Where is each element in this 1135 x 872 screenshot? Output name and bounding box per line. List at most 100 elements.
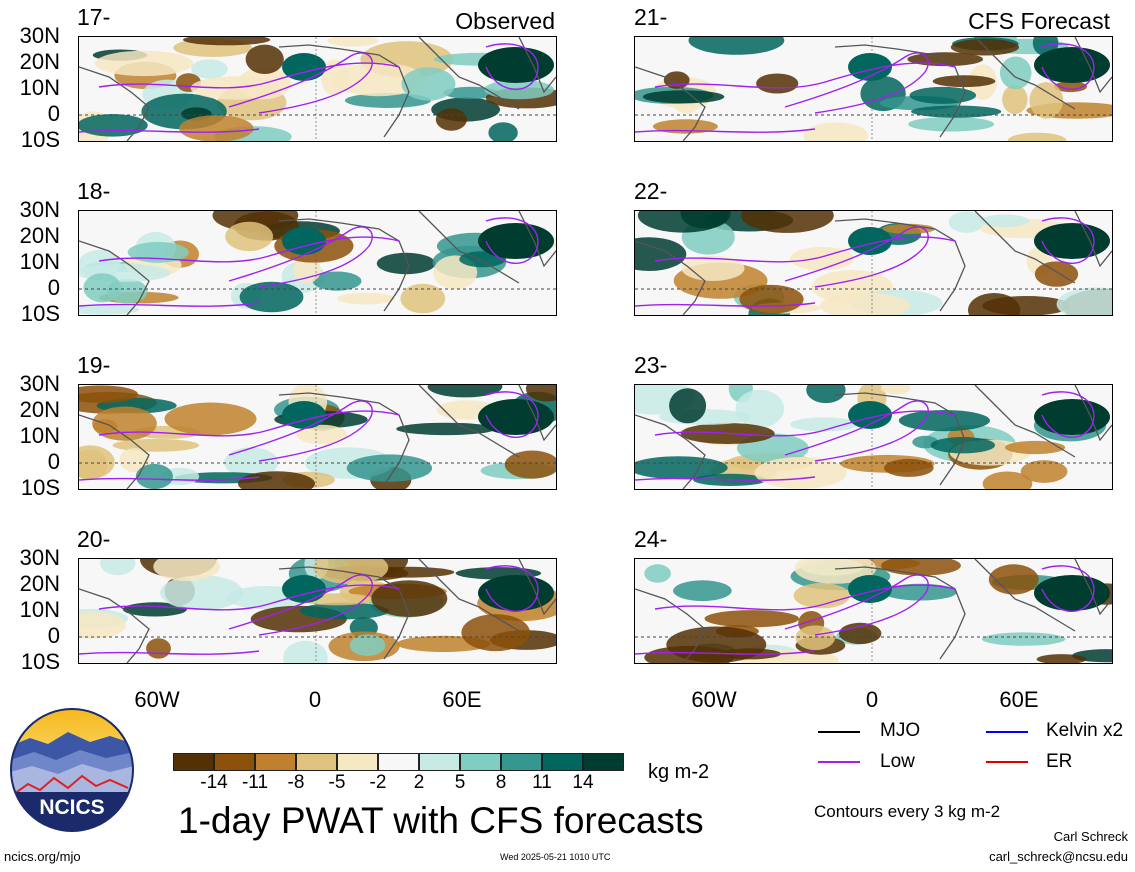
anomaly-blob [793, 582, 850, 609]
india-coastline [1074, 37, 1112, 94]
anomaly-blob [349, 634, 386, 656]
legend-swatch-mjo [818, 731, 860, 733]
low-contour [98, 236, 400, 263]
anomaly-blob [909, 86, 977, 104]
low-contour [228, 226, 373, 288]
anomaly-blob [83, 273, 122, 303]
india-coastline [1074, 559, 1112, 616]
low-contour [79, 650, 260, 655]
anomaly-blob [224, 447, 279, 478]
india-coastline [1074, 211, 1112, 268]
moist-anomaly [282, 53, 326, 81]
anomaly-blob [401, 67, 456, 101]
lat-label: 0 [47, 101, 60, 126]
anomaly-blob [238, 471, 315, 489]
anomaly-blob [461, 614, 530, 652]
anomaly-blob [100, 559, 136, 576]
india-coastline [1074, 385, 1112, 442]
low-contour [98, 584, 400, 611]
anomaly-blob [245, 44, 284, 74]
anomaly-blob [803, 122, 869, 141]
lon-label-right-60e: 60E [999, 687, 1039, 712]
forecast-map [634, 36, 1113, 142]
moist-anomaly [478, 47, 554, 83]
anomaly-blob [1054, 81, 1087, 93]
africa-coastline [834, 392, 966, 486]
anomaly-blob [907, 52, 983, 67]
anomaly-blob [146, 638, 171, 659]
anomaly-blob [327, 37, 379, 47]
anomaly-blob [988, 564, 1039, 595]
observed-map [78, 210, 557, 316]
column-label-observed: Observed [455, 8, 555, 34]
anomaly-blob [296, 424, 348, 445]
moist-anomaly [848, 401, 892, 429]
anomaly-blob [999, 56, 1032, 90]
anomaly-blob [79, 304, 140, 315]
anomaly-blob [283, 640, 328, 663]
footer-author: Carl Schreck [1053, 829, 1128, 844]
anomaly-blob [337, 292, 395, 305]
india-coastline [518, 37, 556, 94]
colorbar-swatch [460, 753, 501, 771]
lat-label: 30N [19, 545, 60, 570]
anomaly-blob [666, 626, 767, 663]
americas-coastline [635, 240, 706, 315]
colorbar-tick: 2 [413, 772, 425, 793]
footer-email[interactable]: carl_schreck@ncsu.edu [989, 849, 1128, 864]
colorbar-swatch [214, 753, 255, 771]
colorbar-tick: 8 [495, 772, 507, 793]
footer-url[interactable]: ncics.org/mjo [4, 849, 81, 864]
lat-label: 10N [19, 597, 60, 622]
anomaly-blob [135, 463, 173, 489]
legend-swatch-low [818, 761, 860, 763]
anomaly-blob [644, 564, 671, 583]
lat-label: 30N [19, 371, 60, 396]
anomaly-blob [1036, 654, 1087, 663]
low-contour [485, 391, 539, 438]
ncics-logo[interactable]: NCICS [10, 708, 134, 832]
low-contour [79, 302, 260, 307]
legend-label-kelvin: Kelvin x2 [1046, 720, 1124, 741]
anomaly-blob [741, 211, 834, 233]
legend-label-er: ER [1046, 751, 1073, 772]
lat-label: 10S [20, 649, 60, 674]
footer-timestamp: Wed 2025-05-21 1010 UTC [500, 852, 611, 862]
legend-label-low: Low [880, 751, 915, 772]
anomaly-blob [153, 559, 221, 581]
colorbar-swatch [419, 753, 460, 771]
contour-note: Contours every 3 kg m-2 [814, 802, 1001, 821]
anomaly-blob [191, 59, 228, 79]
moist-anomaly [1034, 399, 1110, 435]
anomaly-blob [79, 114, 148, 137]
anomaly-blob [673, 580, 732, 602]
anomaly-blob [488, 122, 518, 141]
anomaly-blob [948, 211, 985, 233]
anomaly-blob [980, 214, 1030, 228]
colorbar-tick: -8 [287, 772, 305, 793]
anomaly-blob [680, 211, 731, 229]
anomaly-blob [344, 93, 432, 108]
low-contour [98, 62, 400, 89]
anomaly-blob [790, 417, 858, 432]
india-coastline [518, 211, 556, 268]
low-contour [654, 62, 956, 89]
anomaly-blob [982, 471, 1033, 489]
anomaly-blob [880, 385, 911, 395]
india-coastline [518, 559, 556, 616]
observed-map [78, 384, 557, 490]
low-contour [79, 476, 260, 481]
africa-coastline [278, 44, 410, 138]
moist-anomaly [1034, 223, 1110, 259]
anomaly-blob [1020, 460, 1068, 483]
anomaly-blob [968, 293, 1021, 315]
anomaly-blob [331, 62, 426, 97]
moist-anomaly [478, 575, 554, 611]
anomaly-blob [754, 457, 847, 489]
anomaly-blob [932, 75, 996, 88]
colorbar-swatch [173, 753, 214, 771]
lat-label: 10S [20, 127, 60, 152]
colorbar-swatch [501, 753, 542, 771]
anomaly-blob [525, 385, 556, 402]
arabia-coastline [974, 211, 1076, 284]
